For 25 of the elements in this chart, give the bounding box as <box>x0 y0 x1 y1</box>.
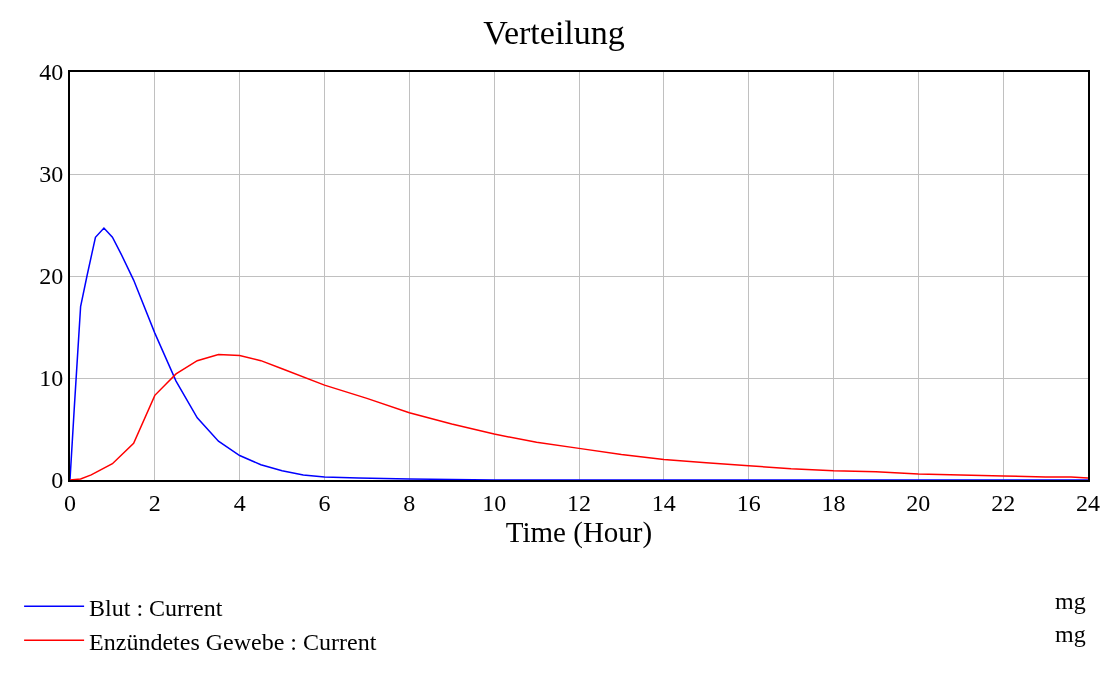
text: mg <box>1055 621 1086 647</box>
legend-label: Blut : Current <box>89 594 223 621</box>
x-tick-label: 4 <box>233 489 246 516</box>
line-series <box>70 227 1088 480</box>
x-tick-label: 8 <box>403 489 416 516</box>
text: mg <box>1055 588 1086 614</box>
x-tick-label: 10 <box>482 489 507 516</box>
x-tick-label: 24 <box>1076 489 1100 516</box>
y-tick-label: 20 <box>39 263 64 290</box>
x-tick-label: 6 <box>318 489 331 516</box>
x-tick-label: 18 <box>821 489 846 516</box>
x-tick-label: 16 <box>736 489 761 516</box>
y-tick-label: 30 <box>39 161 64 188</box>
x-tick-label: 2 <box>148 489 161 516</box>
x-tick-label: 12 <box>567 489 591 516</box>
line-series <box>70 353 1088 480</box>
x-axis-title: Time (Hour) <box>505 515 653 549</box>
x-tick-label: 20 <box>906 489 931 516</box>
x-tick-label: 22 <box>991 489 1016 516</box>
y-tick-label: 40 <box>39 59 64 86</box>
x-tick-label: 14 <box>651 489 676 516</box>
y-tick-label: 10 <box>39 365 64 392</box>
y-tick-label: 0 <box>51 467 64 494</box>
chart-title: Verteilung <box>483 14 625 52</box>
legend-label: Enzündetes Gewebe : Current <box>89 628 377 655</box>
